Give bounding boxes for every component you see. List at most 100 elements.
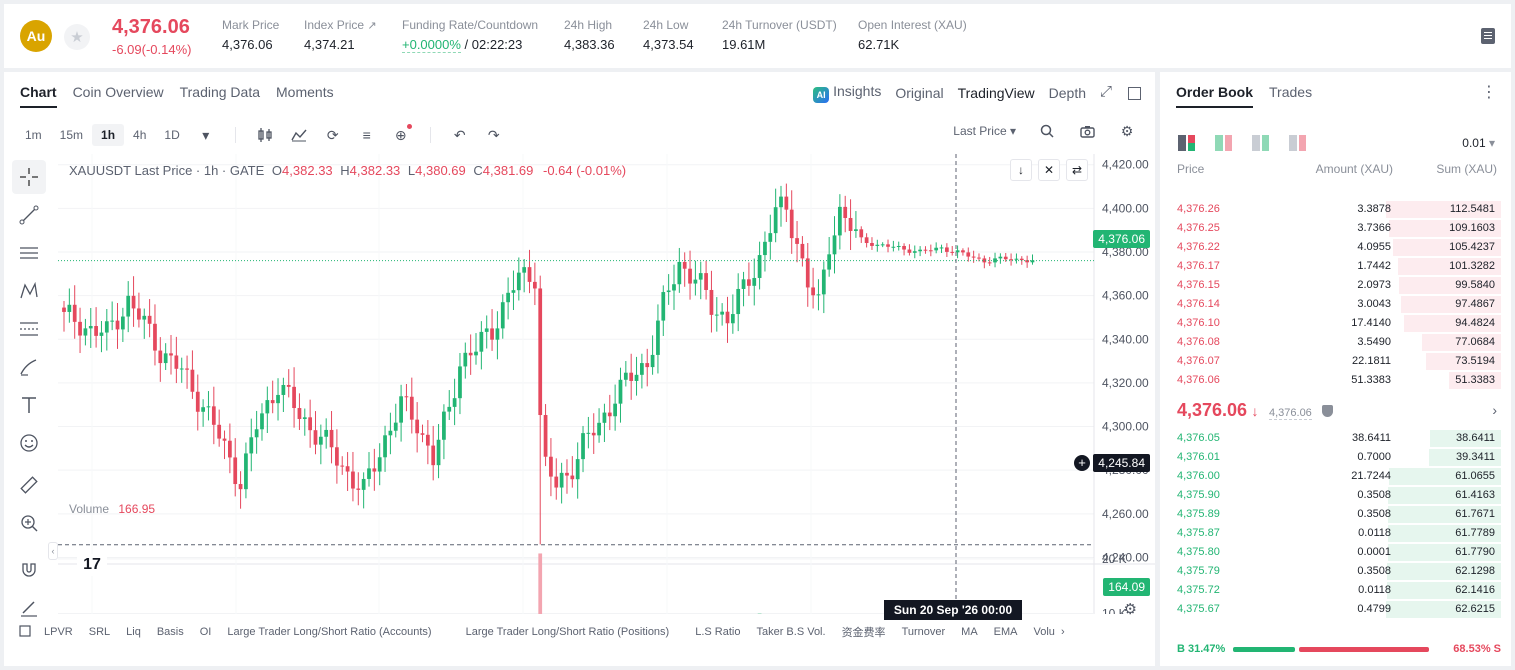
timeframe-1d[interactable]: 1D: [164, 128, 180, 142]
text-tool-icon[interactable]: [12, 388, 46, 422]
brush-icon[interactable]: [12, 350, 46, 384]
ask-row[interactable]: 4,376.25 3.7366 109.1603: [1160, 219, 1511, 238]
bid-row[interactable]: 4,375.90 0.3508 61.4163: [1160, 486, 1511, 505]
settings-gear-icon[interactable]: ⚙: [1120, 122, 1134, 139]
scroll-down-icon[interactable]: ↓: [1010, 159, 1032, 181]
camera-icon[interactable]: [1078, 122, 1096, 140]
contract-info-icon[interactable]: [1481, 28, 1495, 44]
price-chart[interactable]: 4,420.00 4,400.00 4,380.00 4,360.00 4,340.00…: [58, 154, 1155, 614]
tab-coin-overview[interactable]: Coin Overview: [72, 84, 164, 100]
add-alert-icon[interactable]: ⊕: [392, 124, 412, 144]
swap-icon[interactable]: ⇄: [1066, 159, 1088, 181]
add-order-plus-icon[interactable]: +: [1074, 455, 1090, 471]
tab-trading-data[interactable]: Trading Data: [179, 84, 261, 100]
favorite-star-icon[interactable]: ★: [64, 24, 90, 50]
bid-row[interactable]: 4,376.00 21.7244 61.0655: [1160, 467, 1511, 486]
external-link-icon[interactable]: ↗: [367, 20, 377, 32]
crosshair-icon[interactable]: [12, 160, 46, 194]
tab-moments[interactable]: Moments: [276, 84, 334, 100]
y-tick-label: 4,240.00: [1102, 550, 1149, 564]
ask-row[interactable]: 4,376.14 3.0043 97.4867: [1160, 295, 1511, 314]
trend-line-icon[interactable]: [12, 198, 46, 232]
volume-bar: [538, 553, 543, 614]
candle-body: [741, 279, 746, 289]
indicator-item[interactable]: Large Trader Long/Short Ratio (Accounts): [227, 626, 432, 638]
visibility-icon[interactable]: [18, 624, 34, 641]
chevron-right-icon[interactable]: ›: [1492, 402, 1497, 418]
ask-row[interactable]: 4,376.15 2.0973 99.5840: [1160, 276, 1511, 295]
magnet-icon[interactable]: [12, 552, 46, 586]
indicator-item[interactable]: Basis: [156, 626, 184, 638]
ask-row[interactable]: 4,376.08 3.5490 77.0684: [1160, 333, 1511, 352]
indicator-item[interactable]: L.S Ratio: [695, 626, 741, 638]
ask-row[interactable]: 4,376.07 22.1811 73.5194: [1160, 352, 1511, 371]
view-asks-icon[interactable]: [1289, 135, 1306, 151]
view-both-icon[interactable]: [1178, 135, 1195, 151]
tab-tradingview[interactable]: TradingView: [957, 85, 1035, 101]
redo-icon[interactable]: ↷: [487, 126, 500, 143]
collapse-left-icon[interactable]: ‹: [48, 542, 58, 560]
ask-row[interactable]: 4,376.10 17.4140 94.4824: [1160, 314, 1511, 333]
indicator-item[interactable]: 资金费率: [841, 627, 886, 639]
indicator-item[interactable]: Volu: [1033, 626, 1055, 638]
tab-trades[interactable]: Trades: [1269, 84, 1313, 100]
indicator-item[interactable]: Large Trader Long/Short Ratio (Positions…: [465, 626, 670, 638]
candle-body: [463, 352, 468, 367]
timeframe-1h[interactable]: 1h: [92, 124, 125, 146]
zoom-in-icon[interactable]: [12, 506, 46, 540]
compare-icon[interactable]: ⟳: [326, 126, 339, 143]
pattern-icon[interactable]: [12, 274, 46, 308]
horizontal-lines-icon[interactable]: [12, 236, 46, 270]
stat-index-price[interactable]: Index Price ↗ 4,374.21: [304, 18, 377, 52]
bid-row[interactable]: 4,375.79 0.3508 62.1298: [1160, 562, 1511, 581]
emoji-icon[interactable]: [12, 426, 46, 460]
pencil-lock-icon[interactable]: [12, 590, 46, 624]
undo-icon[interactable]: ↶: [453, 126, 466, 143]
window-mode-icon[interactable]: [1128, 86, 1141, 100]
close-x-icon[interactable]: ✕: [1038, 159, 1060, 181]
candle-type-icon[interactable]: [256, 126, 274, 144]
indicator-item[interactable]: EMA: [993, 626, 1018, 638]
ruler-icon[interactable]: [12, 468, 46, 502]
ask-row[interactable]: 4,376.17 1.7442 101.3282: [1160, 257, 1511, 276]
indicator-item[interactable]: MA: [961, 626, 978, 638]
indicator-item[interactable]: Taker B.S Vol.: [756, 626, 826, 638]
timeframe-1m[interactable]: 1m: [25, 128, 42, 142]
price-step-select[interactable]: 0.01 ▾: [1462, 136, 1495, 150]
view-split-icon[interactable]: [1215, 135, 1232, 151]
indicator-item[interactable]: SRL: [88, 626, 111, 638]
tab-original[interactable]: Original: [895, 85, 944, 101]
scroll-right-icon[interactable]: ›: [1060, 626, 1065, 638]
search-icon[interactable]: [1038, 122, 1056, 140]
bid-row[interactable]: 4,375.80 0.0001 61.7790: [1160, 543, 1511, 562]
tab-insights[interactable]: AI Insights: [813, 83, 881, 103]
bid-row[interactable]: 4,375.72 0.0118 62.1416: [1160, 581, 1511, 600]
price-source-select[interactable]: Last Price ▾: [953, 124, 1016, 138]
fib-retracement-icon[interactable]: [12, 312, 46, 346]
tab-depth[interactable]: Depth: [1048, 85, 1086, 101]
tab-order-book[interactable]: Order Book: [1176, 84, 1254, 108]
indicator-item[interactable]: Turnover: [901, 626, 946, 638]
timeframe-4h[interactable]: 4h: [133, 128, 147, 142]
bid-row[interactable]: 4,375.67 0.4799 62.6215: [1160, 600, 1511, 619]
templates-icon[interactable]: ≡: [362, 127, 371, 143]
indicators-icon[interactable]: [290, 126, 308, 144]
indicator-item[interactable]: LPVR: [44, 626, 73, 638]
chart-settings-icon[interactable]: ⚙: [1123, 601, 1137, 618]
candle-body: [837, 206, 842, 236]
more-options-icon[interactable]: ⋮: [1481, 84, 1497, 101]
ask-row[interactable]: 4,376.22 4.0955 105.4237: [1160, 238, 1511, 257]
tab-chart[interactable]: Chart: [20, 84, 57, 108]
bid-row[interactable]: 4,375.89 0.3508 61.7671: [1160, 505, 1511, 524]
indicator-item[interactable]: OI: [199, 626, 212, 638]
bid-row[interactable]: 4,376.01 0.7000 39.3411: [1160, 448, 1511, 467]
timeframe-15m[interactable]: 15m: [59, 128, 84, 142]
indicator-item[interactable]: Liq: [126, 626, 141, 638]
timeframe-dropdown-icon[interactable]: ▾: [202, 126, 210, 143]
ask-row[interactable]: 4,376.26 3.3878 112.5481: [1160, 200, 1511, 219]
fullscreen-icon[interactable]: [1100, 83, 1114, 100]
view-bids-icon[interactable]: [1252, 135, 1269, 151]
ask-row[interactable]: 4,376.06 51.3383 51.3383: [1160, 371, 1511, 390]
bid-row[interactable]: 4,375.87 0.0118 61.7789: [1160, 524, 1511, 543]
bid-row[interactable]: 4,376.05 38.6411 38.6411: [1160, 429, 1511, 448]
